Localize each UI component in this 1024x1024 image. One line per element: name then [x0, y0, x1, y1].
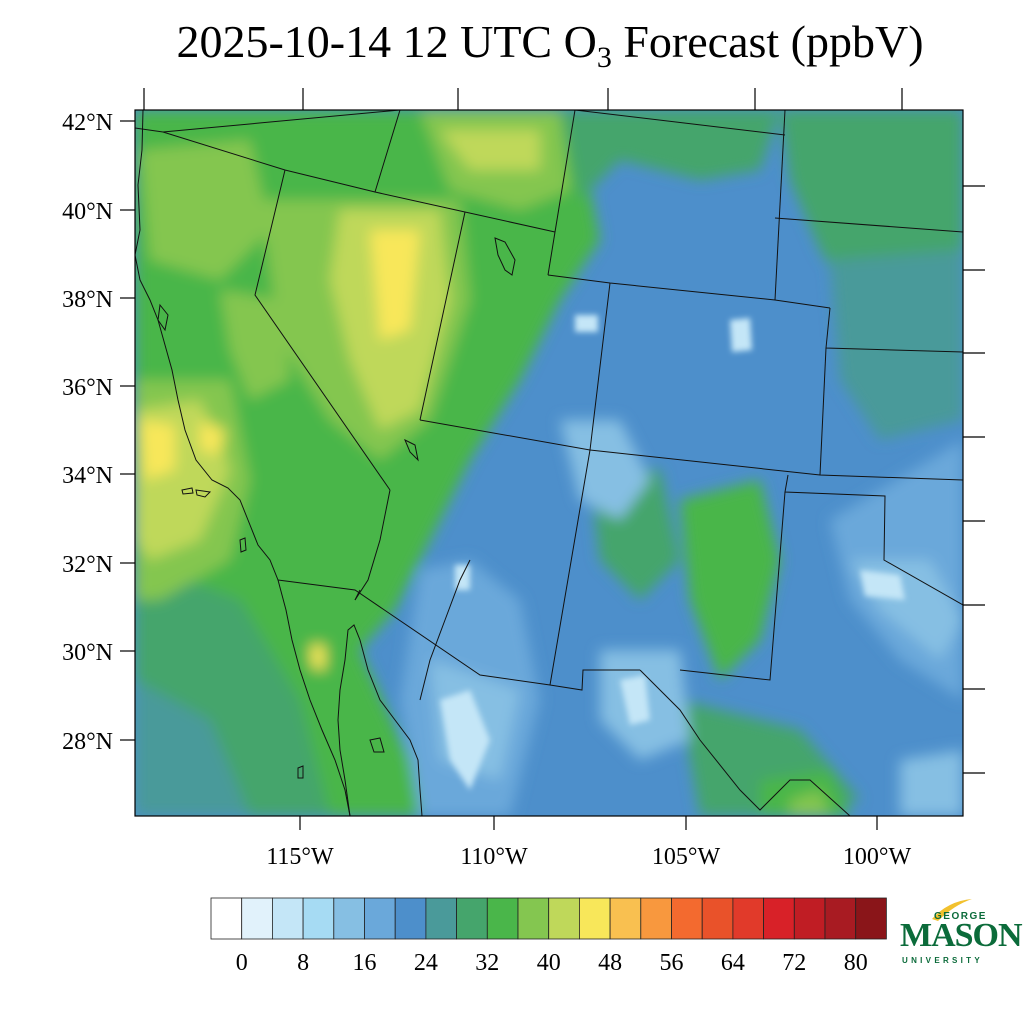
wyoming-east	[774, 110, 786, 301]
colorado-kansas	[819, 347, 827, 476]
lat-label-34: 34°N	[62, 463, 113, 489]
great-salt-lake	[494, 237, 516, 276]
colorbar-swatch	[517, 897, 550, 940]
top-ticks	[143, 88, 903, 110]
colorbar-swatch	[732, 897, 765, 940]
lat-label-30: 30°N	[62, 640, 113, 666]
colorbar-tick-label: 16	[353, 950, 377, 976]
colorbar-swatch	[394, 897, 427, 940]
colorbar-swatch	[271, 897, 304, 940]
sd-ne-border	[774, 217, 963, 233]
lake-tahoe	[157, 303, 169, 332]
lat-ticks	[120, 120, 135, 741]
boundaries	[135, 110, 963, 816]
channel-island	[181, 487, 194, 495]
colorbar	[210, 897, 887, 940]
montana-south	[574, 110, 786, 136]
title-suffix: Forecast (ppbV)	[611, 16, 924, 67]
colorbar-swatch	[241, 897, 273, 940]
gmu-logo: GEORGE MASON UNIVERSITY	[898, 895, 1023, 975]
colorbar-tick-label: 72	[782, 950, 806, 976]
wyoming-south	[547, 274, 831, 309]
lon-label-105w: 105°W	[652, 844, 721, 870]
map-frame	[134, 109, 964, 817]
colorbar-tick-label: 32	[475, 950, 499, 976]
colorbar-labels: 0 8 16 24 32 40 48 56 64 72 80	[236, 950, 868, 976]
lat-label-36: 36°N	[62, 375, 113, 401]
pacific-coastline	[135, 110, 351, 816]
colorbar-swatch	[579, 897, 611, 940]
colorbar-swatch	[793, 897, 826, 940]
colorbar-swatch	[486, 897, 519, 940]
border-joint	[354, 589, 361, 601]
four-corners-parallel	[419, 419, 963, 481]
gulf-island	[369, 737, 385, 753]
colorbar-swatch	[548, 897, 580, 940]
colorbar-swatch	[671, 897, 703, 940]
colorbar-swatch	[210, 897, 243, 940]
texas-nm-border	[679, 491, 786, 681]
logo-line-george: GEORGE	[934, 911, 987, 922]
colorbar-swatch	[425, 897, 457, 940]
ozone-field	[135, 110, 963, 816]
idaho-border	[374, 110, 556, 233]
map-title: 2025-10-14 12 UTC O3 Forecast (ppbV)	[0, 14, 1024, 73]
us-mexico-border	[277, 579, 640, 691]
nv-north-border	[162, 131, 376, 193]
colorbar-swatch	[824, 897, 857, 940]
wyoming-west	[554, 110, 576, 233]
channel-island	[195, 489, 212, 498]
colorbar-tick-label: 64	[721, 950, 745, 976]
lon-label-115w: 115°W	[266, 844, 334, 870]
logo-swoosh-icon	[932, 899, 972, 921]
colorbar-tick-label: 8	[297, 950, 309, 976]
utah-ne	[547, 231, 556, 276]
lon-label-110w: 110°W	[460, 844, 528, 870]
pacific-island	[297, 765, 304, 779]
colorbar-swatch	[364, 897, 396, 940]
colorbar-tick-label: 80	[844, 950, 868, 976]
logo-line-university: UNIVERSITY	[902, 956, 984, 965]
lat-label-38: 38°N	[62, 287, 113, 313]
gulf-of-california-coast	[337, 624, 423, 816]
oklahoma-panhandle	[784, 474, 963, 606]
colorbar-swatch	[855, 897, 887, 940]
colorbar-tick-label: 24	[414, 950, 438, 976]
colorbar-tick-label: 40	[537, 950, 561, 976]
colorbar-swatch	[701, 897, 734, 940]
lat-label-40: 40°N	[62, 199, 113, 225]
colorbar-swatch	[333, 897, 365, 940]
colorbar-tick-label: 56	[660, 950, 684, 976]
lat-label-28: 28°N	[62, 729, 113, 755]
lat-label-32: 32°N	[62, 552, 113, 578]
colorbar-tick-label: 48	[598, 950, 622, 976]
title-prefix: 2025-10-14 12 UTC O	[176, 16, 597, 67]
colorbar-tick-label: 0	[236, 950, 248, 976]
channel-island	[239, 537, 247, 553]
lake-mead	[404, 438, 419, 462]
colorbar-swatch	[302, 897, 335, 940]
lon-label-100w: 100°W	[843, 844, 912, 870]
title-subscript: 3	[596, 41, 612, 74]
colorbar-swatch	[609, 897, 642, 940]
colorbar-swatch	[763, 897, 795, 940]
nevada-utah-border	[419, 211, 466, 421]
bottom-ticks	[299, 816, 878, 830]
rio-grande	[639, 669, 851, 816]
logo-line-mason: MASON	[900, 917, 1023, 954]
california-nevada-border	[254, 169, 391, 491]
right-ticks	[963, 185, 985, 774]
lat-label-42: 42°N	[62, 110, 113, 136]
colorbar-swatch	[640, 897, 672, 940]
arizona-ca-border	[354, 489, 391, 601]
sonora-coast	[419, 559, 471, 701]
colorbar-swatch	[456, 897, 488, 940]
